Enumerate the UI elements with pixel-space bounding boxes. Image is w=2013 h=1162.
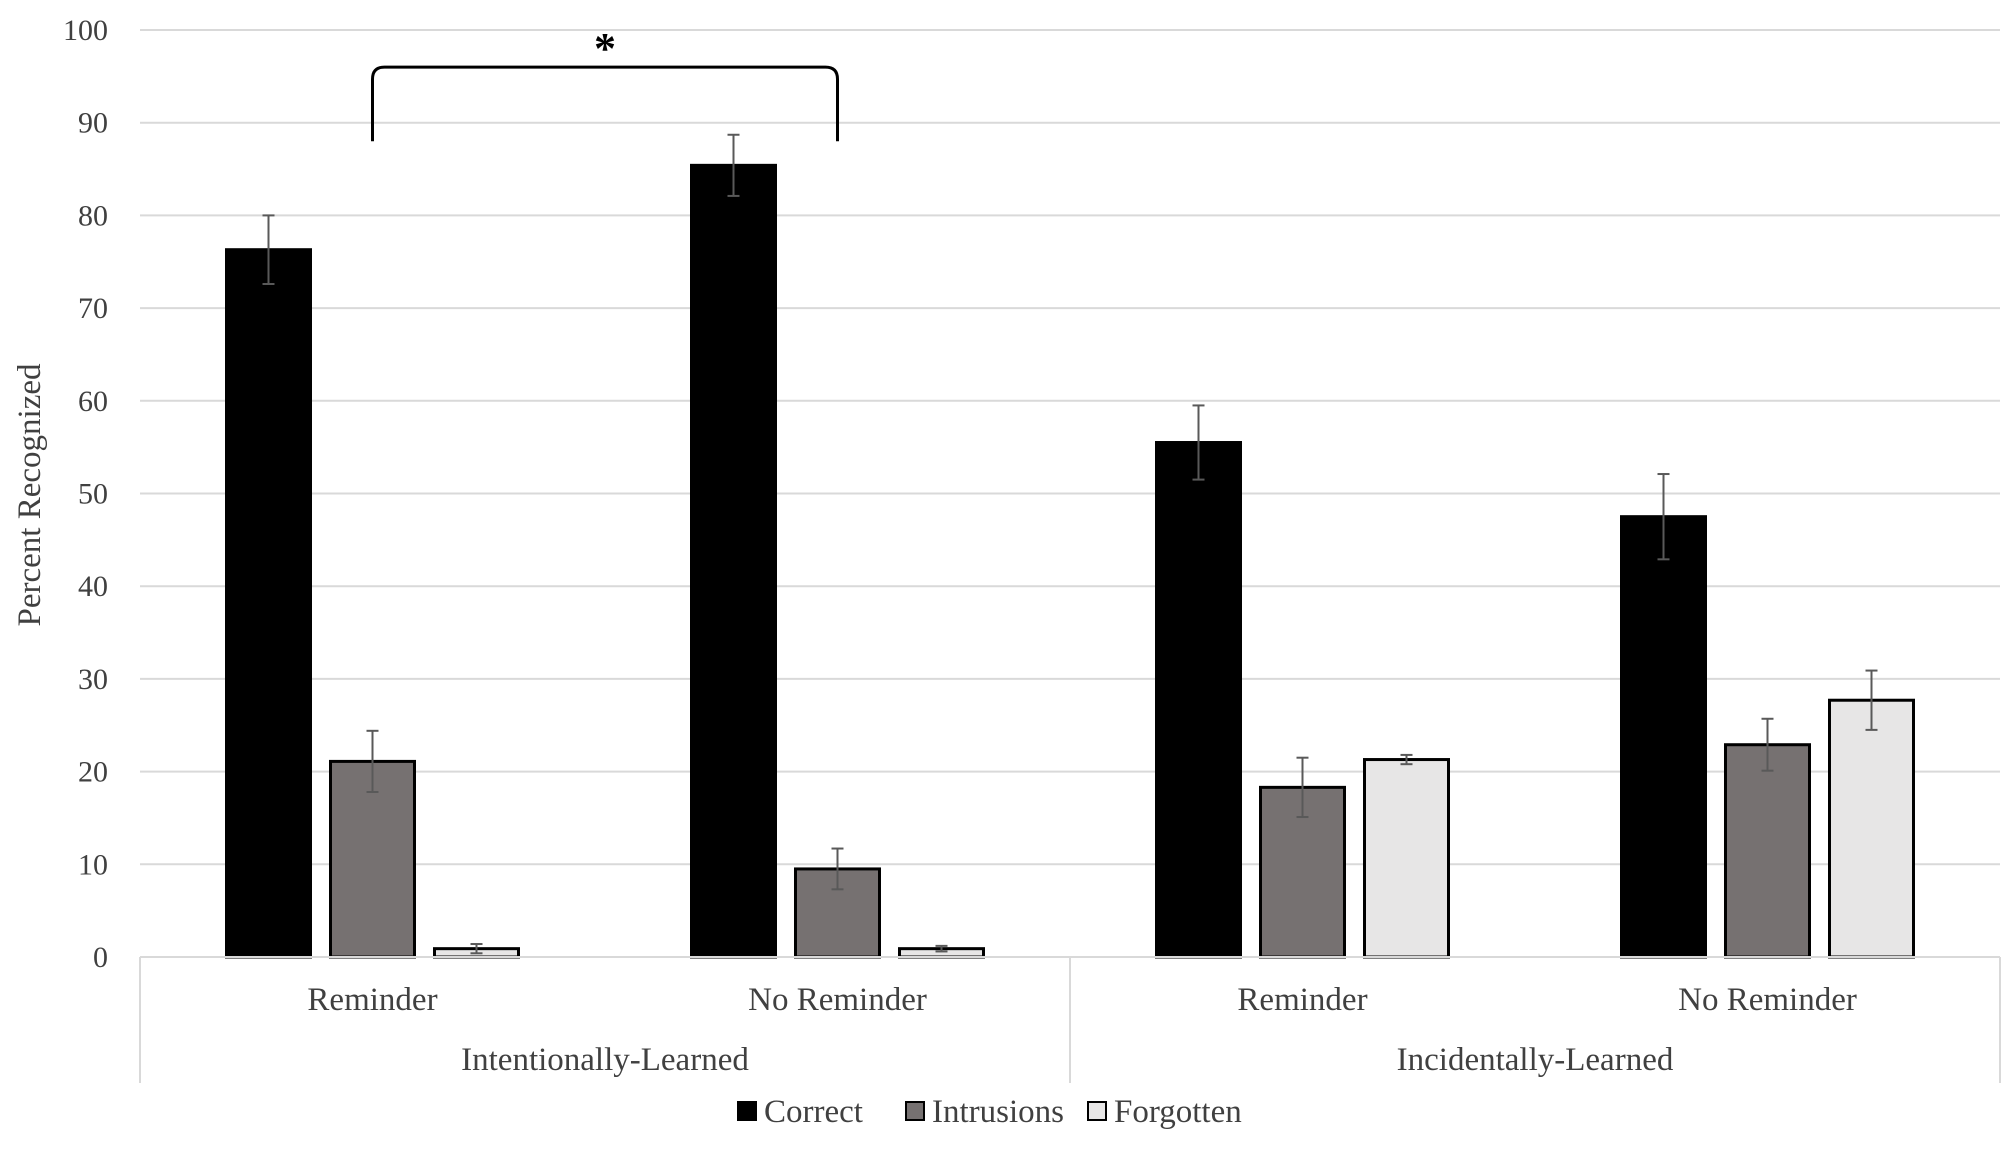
- x-tick-label: Reminder: [1237, 982, 1367, 1018]
- y-tick-label: 50: [78, 478, 108, 511]
- bar-correct: [225, 248, 312, 959]
- y-tick-label: 70: [78, 292, 108, 325]
- significance-star: *: [594, 24, 616, 73]
- group-label: Incidentally-Learned: [1397, 1042, 1674, 1078]
- bar-correct: [690, 163, 777, 959]
- labels: 0 10 20 30 40 50 60 70 80 90 100 Reminder No Reminde…: [63, 14, 1857, 1078]
- bars: [225, 133, 1915, 959]
- y-tick-label: 0: [93, 941, 108, 974]
- axes: [139, 956, 2001, 1083]
- legend-swatch-forgotten: [1087, 1101, 1107, 1121]
- bar-intrusions: [1724, 743, 1811, 959]
- legend: Correct Intrusions Forgotten: [737, 1094, 1242, 1130]
- x-tick-label: No Reminder: [748, 982, 927, 1018]
- legend-swatch-correct: [737, 1101, 757, 1121]
- gridlines: [140, 29, 2000, 866]
- bar-correct: [1155, 441, 1242, 959]
- y-tick-label: 90: [78, 107, 108, 140]
- group-label: Intentionally-Learned: [461, 1042, 749, 1078]
- y-tick-label: 20: [78, 756, 108, 789]
- y-tick-label: 60: [78, 385, 108, 418]
- legend-label-correct: Correct: [764, 1094, 863, 1130]
- legend-label-intrusions: Intrusions: [932, 1094, 1064, 1130]
- bar-correct: [1620, 515, 1707, 959]
- x-tick-label: Reminder: [307, 982, 437, 1018]
- y-tick-label: 40: [78, 570, 108, 603]
- legend-swatch-intrusions: [905, 1101, 925, 1121]
- bar-forgotten: [1828, 698, 1915, 959]
- y-tick-label: 30: [78, 663, 108, 696]
- y-tick-label: 100: [63, 14, 108, 47]
- legend-label-forgotten: Forgotten: [1114, 1094, 1242, 1130]
- y-tick-label: 10: [78, 848, 108, 881]
- y-axis-title: Percent Recognized: [12, 363, 48, 626]
- x-tick-label: No Reminder: [1678, 982, 1857, 1018]
- bar-forgotten: [1363, 758, 1450, 959]
- y-tick-label: 80: [78, 199, 108, 232]
- significance-bracket: [371, 65, 839, 142]
